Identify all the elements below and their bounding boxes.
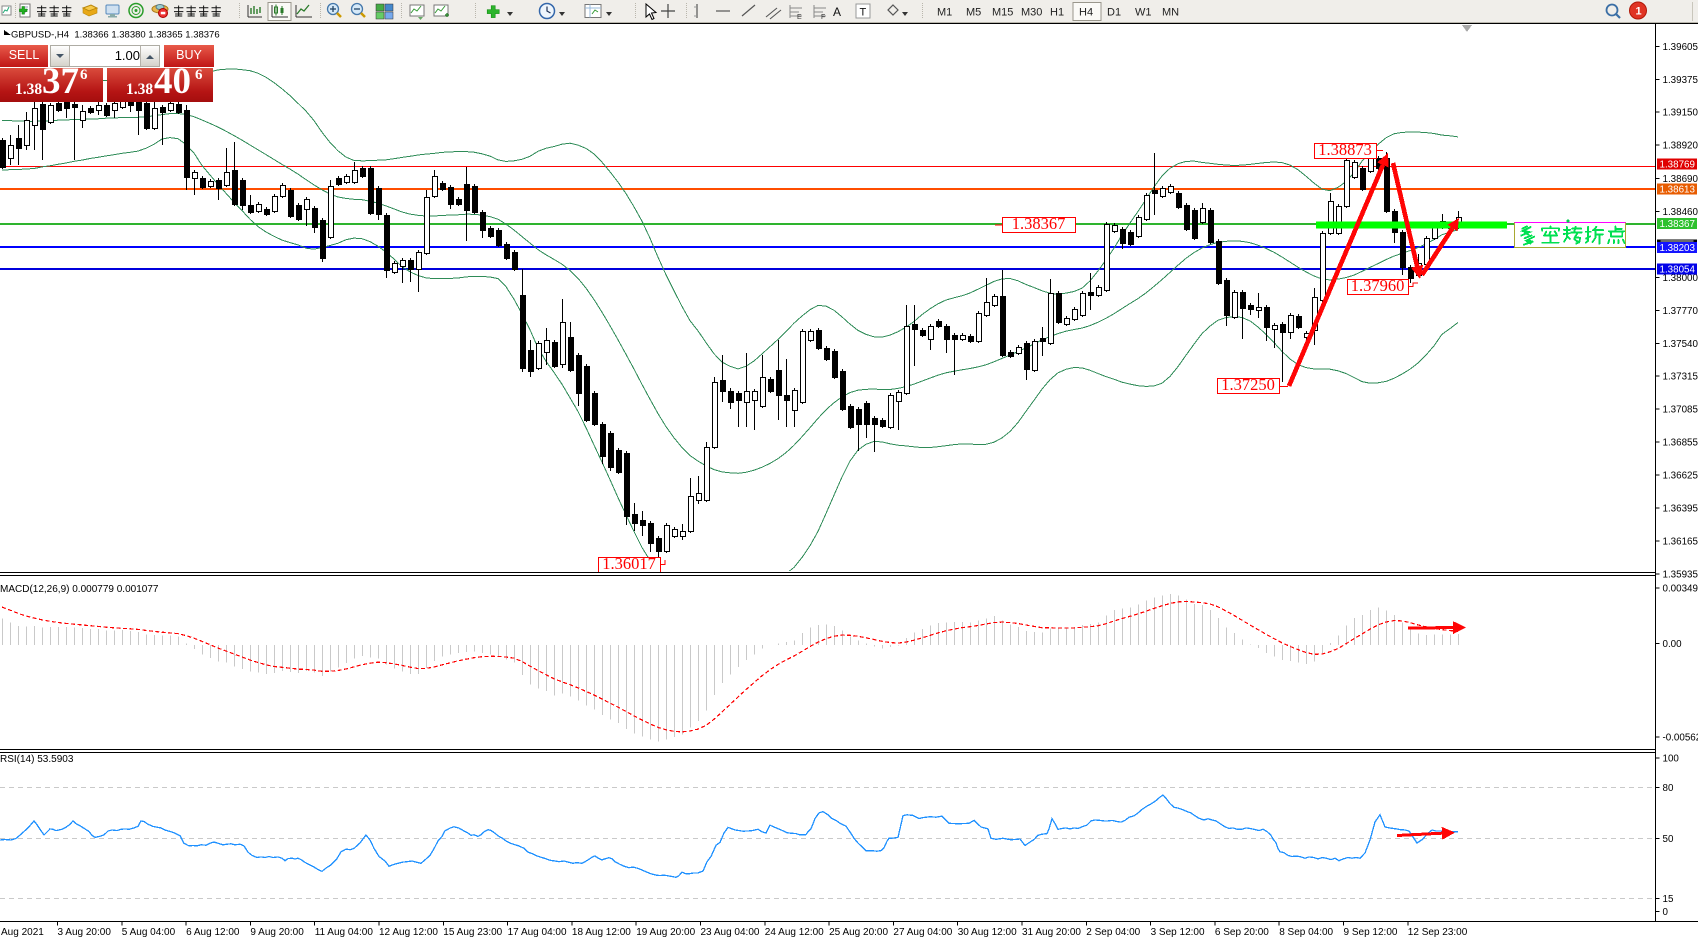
svg-text:1.38460: 1.38460 [1663,207,1698,218]
svg-text:6 Aug 12:00: 6 Aug 12:00 [186,927,240,938]
svg-text:D1: D1 [1107,7,1121,19]
svg-text:1.36165: 1.36165 [1663,537,1698,548]
svg-text:50: 50 [1663,834,1674,845]
svg-text:1.36017: 1.36017 [602,554,656,573]
svg-text:3 Sep 12:00: 3 Sep 12:00 [1151,927,1205,938]
svg-text:Aug 2021: Aug 2021 [1,927,44,938]
svg-text:9 Sep 12:00: 9 Sep 12:00 [1344,927,1398,938]
svg-text:1.38920: 1.38920 [1663,141,1698,152]
svg-text:19 Aug 20:00: 19 Aug 20:00 [636,927,695,938]
svg-text:6 Sep 20:00: 6 Sep 20:00 [1215,927,1269,938]
svg-text:M15: M15 [992,7,1013,19]
svg-text:3 Aug 20:00: 3 Aug 20:00 [58,927,112,938]
svg-text:17 Aug 04:00: 17 Aug 04:00 [508,927,567,938]
svg-text:31 Aug 20:00: 31 Aug 20:00 [1022,927,1081,938]
svg-text:2 Sep 04:00: 2 Sep 04:00 [1086,927,1140,938]
svg-text:RSI(14) 53.5903: RSI(14) 53.5903 [0,754,74,765]
svg-text:0: 0 [1663,907,1669,918]
svg-text:1.36855: 1.36855 [1663,438,1698,449]
svg-text:30 Aug 12:00: 30 Aug 12:00 [958,927,1017,938]
svg-text:0.00: 0.00 [1663,639,1683,650]
svg-text:1.38690: 1.38690 [1663,174,1698,185]
svg-text:27 Aug 04:00: 27 Aug 04:00 [893,927,952,938]
svg-text:1.38613: 1.38613 [1660,184,1696,195]
svg-text:80: 80 [1663,783,1674,794]
svg-text:1.36395: 1.36395 [1663,504,1698,515]
svg-text:1.36625: 1.36625 [1663,471,1698,482]
svg-text:1.38873: 1.38873 [1318,140,1372,159]
svg-text:1.38054: 1.38054 [1660,265,1696,276]
svg-text:25 Aug 20:00: 25 Aug 20:00 [829,927,888,938]
svg-text:M5: M5 [966,7,981,19]
svg-text:1.35935: 1.35935 [1663,570,1698,581]
svg-text:1.37540: 1.37540 [1663,339,1698,350]
svg-text:A: A [833,5,841,19]
svg-text:1.37250: 1.37250 [1221,375,1275,394]
svg-text:12 Aug 12:00: 12 Aug 12:00 [379,927,438,938]
svg-text:H1: H1 [1050,7,1064,19]
svg-text:5 Aug 04:00: 5 Aug 04:00 [122,927,176,938]
svg-text:T: T [860,7,867,19]
svg-text:1.39605: 1.39605 [1663,42,1698,53]
svg-text:1.38769: 1.38769 [1660,159,1695,170]
svg-text:1.38367: 1.38367 [1012,214,1066,233]
svg-text:GBPUSD-,H4 1.38366 1.38380 1.: GBPUSD-,H4 1.38366 1.38380 1.38365 1.383… [11,30,220,41]
svg-text:1.39375: 1.39375 [1663,75,1698,86]
svg-text:1.37960: 1.37960 [1351,276,1405,295]
svg-text:15: 15 [1663,894,1674,905]
svg-text:F: F [821,14,825,21]
svg-text:12 Sep 23:00: 12 Sep 23:00 [1408,927,1468,938]
svg-text:18 Aug 12:00: 18 Aug 12:00 [572,927,631,938]
svg-text:24 Aug 12:00: 24 Aug 12:00 [765,927,824,938]
svg-text:15 Aug 23:00: 15 Aug 23:00 [443,927,502,938]
svg-text:1.38203: 1.38203 [1660,243,1696,254]
svg-text:1.38367: 1.38367 [1660,219,1695,230]
svg-text:1.37085: 1.37085 [1663,405,1698,416]
svg-text:E: E [797,14,802,21]
svg-text:1.38000: 1.38000 [1663,273,1698,284]
svg-text:H4: H4 [1079,7,1093,19]
svg-text:8 Sep 04:00: 8 Sep 04:00 [1279,927,1333,938]
svg-text:W1: W1 [1135,7,1152,19]
svg-text:1.37770: 1.37770 [1663,306,1698,317]
svg-text:MACD(12,26,9) 0.000779 0.00107: MACD(12,26,9) 0.000779 0.001077 [0,584,159,595]
svg-text:M30: M30 [1021,7,1042,19]
svg-text:0.003494: 0.003494 [1663,584,1698,595]
svg-text:1.37315: 1.37315 [1663,372,1698,383]
svg-text:M1: M1 [937,7,952,19]
svg-text:23 Aug 04:00: 23 Aug 04:00 [701,927,760,938]
svg-text:11 Aug 04:00: 11 Aug 04:00 [315,927,374,938]
svg-text:100: 100 [1663,754,1680,765]
svg-text:MN: MN [1162,7,1179,19]
svg-text:-0.005628: -0.005628 [1663,733,1698,744]
svg-text:1.39150: 1.39150 [1663,108,1698,119]
svg-text:1: 1 [1636,6,1642,18]
svg-text:9 Aug 20:00: 9 Aug 20:00 [250,927,304,938]
